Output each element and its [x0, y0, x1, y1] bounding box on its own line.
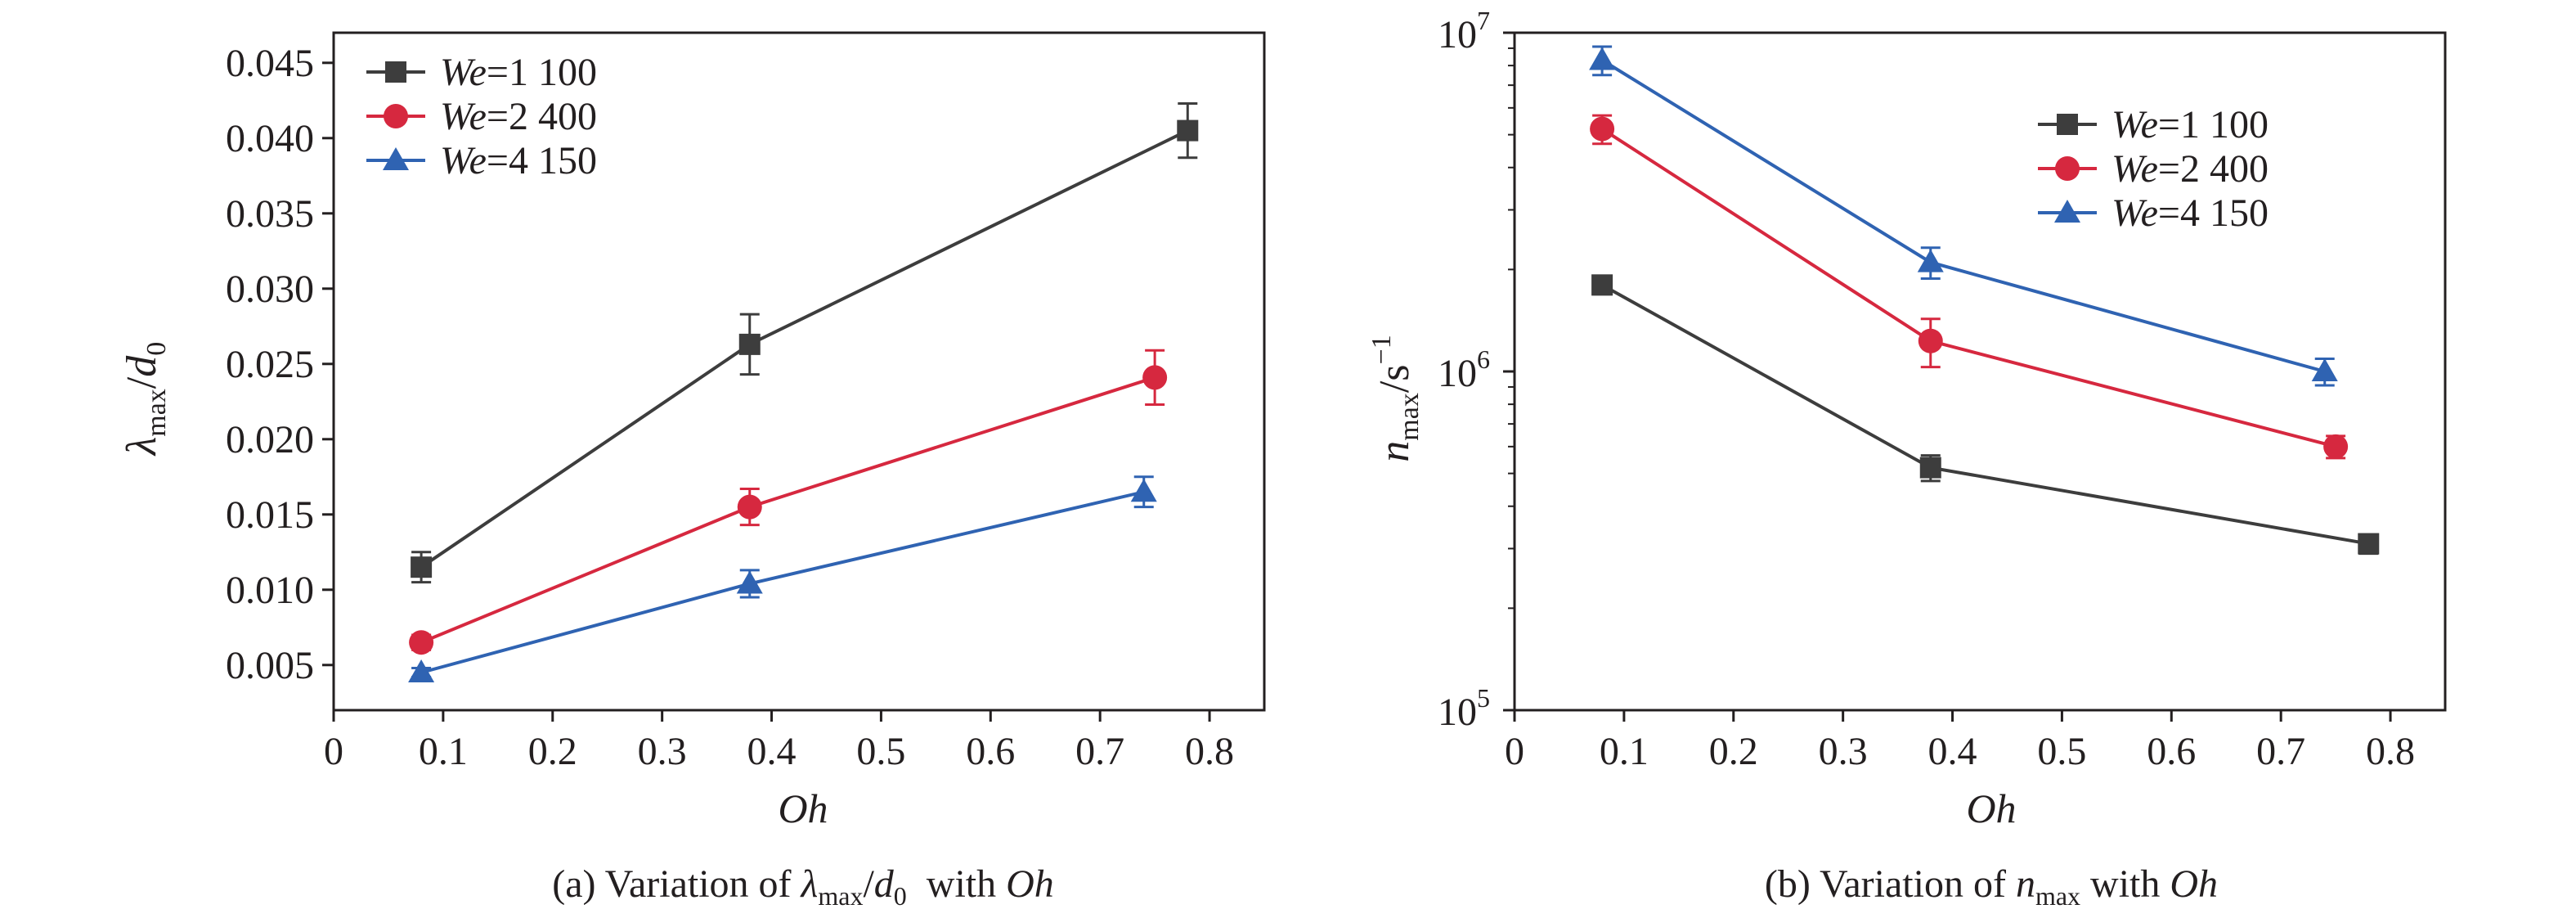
x-tick-label-b: 0.1	[1600, 730, 1649, 773]
data-point-b-0	[2358, 533, 2380, 555]
x-tick-label-a: 0.4	[747, 730, 797, 773]
caption-a-slash: /	[863, 862, 874, 906]
data-point-a-1	[737, 494, 762, 520]
caption-b-mid: with	[2080, 862, 2170, 906]
y-tick-label-a: 0.035	[226, 192, 314, 236]
legend-marker-b-1	[2055, 156, 2080, 181]
y-tick-label-a: 0.020	[226, 418, 314, 461]
panel-a: λmax/d0 Oh (a) Variation of λmax/d0 with…	[119, 31, 1266, 911]
x-tick-label-a: 0.2	[528, 730, 577, 773]
panel-b: nmax/s−1 Oh (b) Variation of nmax with O…	[1367, 6, 2447, 911]
x-tick-label-b: 0.3	[1819, 730, 1868, 773]
caption-a-var: Oh	[1006, 862, 1054, 906]
data-point-a-2	[736, 570, 763, 594]
x-tick-label-a: 0	[324, 730, 343, 773]
caption-a-sub2: 0	[894, 881, 907, 911]
data-point-b-2	[1589, 47, 1616, 70]
caption-a-mid: with	[907, 862, 1006, 906]
data-point-a-2	[1130, 479, 1157, 502]
y-tick-label-a: 0.005	[226, 644, 314, 687]
series-line-b-0	[1601, 283, 2369, 546]
data-point-b-1	[1590, 116, 1615, 142]
y-tick-label-a: 0.015	[226, 493, 314, 537]
data-point-b-0	[1919, 457, 1941, 479]
y-tick-label-b: 107	[1438, 6, 1490, 56]
data-point-b-0	[1591, 274, 1613, 296]
data-point-a-0	[1177, 119, 1199, 142]
caption-b-prefix: (b) Variation of	[1765, 862, 2016, 906]
y-axis-label-a: λmax/d0	[119, 342, 172, 457]
y-tick-label-a: 0.045	[226, 42, 314, 85]
legend-marker-b-2	[2054, 200, 2080, 223]
legend-marker-a-2	[383, 147, 409, 170]
series-line-a-1	[420, 376, 1156, 645]
x-tick-label-b: 0.4	[1928, 730, 1977, 773]
ylabel-b-sym1: n	[1371, 441, 1418, 462]
x-tick-label-a: 0.1	[419, 730, 468, 773]
ylabel-a-sym2: d	[119, 355, 165, 377]
legend-label-b-1: We=2 400	[2112, 147, 2269, 191]
ylabel-a-sym1: λ	[119, 437, 165, 457]
ylabel-a-sub1: max	[141, 389, 172, 437]
x-tick-label-a: 0.3	[638, 730, 687, 773]
x-tick-label-b: 0.7	[2256, 730, 2305, 773]
data-point-a-1	[409, 630, 434, 655]
series-line-a-0	[420, 128, 1189, 569]
x-tick-label-a: 0.6	[966, 730, 1015, 773]
y-tick-label-a: 0.010	[226, 569, 314, 612]
x-tick-label-b: 0.8	[2366, 730, 2415, 773]
y-tick-label-a: 0.040	[226, 117, 314, 160]
data-point-a-2	[408, 659, 435, 682]
caption-a-sym1: λ	[800, 862, 819, 906]
x-tick-label-b: 0.5	[2037, 730, 2086, 773]
x-tick-label-a: 0.7	[1075, 730, 1124, 773]
data-point-b-1	[2323, 434, 2349, 459]
x-tick-label-b: 0.6	[2147, 730, 2196, 773]
data-point-b-2	[2311, 358, 2338, 381]
y-tick-label-a: 0.025	[226, 343, 314, 386]
data-point-a-1	[1142, 365, 1168, 390]
series-line-a-2	[420, 490, 1145, 674]
plot-frame-b	[1513, 31, 2447, 712]
data-point-b-2	[1917, 249, 1944, 272]
x-axis-label-b: Oh	[1966, 785, 2016, 831]
caption-b: (b) Variation of nmax with Oh	[1765, 862, 2218, 911]
svg-text:nmax/s−1: nmax/s−1	[1367, 335, 1425, 461]
legend-marker-b-0	[2057, 114, 2078, 135]
y-tick-label-b: 106	[1438, 344, 1490, 395]
caption-b-var: Oh	[2170, 862, 2218, 906]
caption-b-sym1: n	[2016, 862, 2035, 906]
plot-frame-a	[332, 31, 1266, 712]
x-axis-label-a: Oh	[778, 785, 828, 831]
x-tick-label-b: 0.2	[1709, 730, 1758, 773]
y-axis-label-b: nmax/s−1	[1367, 335, 1425, 461]
caption-a: (a) Variation of λmax/d0 with Oh	[552, 862, 1054, 911]
data-point-a-0	[738, 333, 761, 355]
caption-b-sub1: max	[2035, 881, 2080, 911]
ylabel-a-sub2: 0	[141, 342, 172, 356]
ylabel-b-sup: −1	[1367, 335, 1397, 364]
ylabel-b-sub1: max	[1394, 393, 1425, 441]
legend-marker-a-0	[385, 61, 406, 83]
legend-label-b-0: We=1 100	[2112, 103, 2269, 146]
legend-label-a-0: We=1 100	[440, 51, 597, 94]
data-point-a-0	[411, 556, 433, 578]
legend-label-a-1: We=2 400	[440, 95, 597, 138]
caption-a-prefix: (a) Variation of	[552, 862, 801, 906]
x-tick-label-b: 0	[1505, 730, 1524, 773]
svg-text:λmax/d0: λmax/d0	[119, 342, 172, 457]
legend-marker-a-1	[384, 104, 408, 128]
y-tick-label-a: 0.030	[226, 268, 314, 311]
legend-label-a-2: We=4 150	[440, 139, 597, 182]
caption-a-sym2: d	[874, 862, 895, 906]
ylabel-a-slash: /	[119, 376, 165, 389]
x-tick-label-a: 0.8	[1185, 730, 1234, 773]
caption-a-sub1: max	[818, 881, 863, 911]
x-tick-label-a: 0.5	[856, 730, 905, 773]
ylabel-b-slash: /s	[1371, 364, 1418, 393]
data-point-b-1	[1918, 328, 1943, 353]
y-tick-label-b: 105	[1438, 683, 1490, 734]
legend-label-b-2: We=4 150	[2112, 191, 2269, 235]
